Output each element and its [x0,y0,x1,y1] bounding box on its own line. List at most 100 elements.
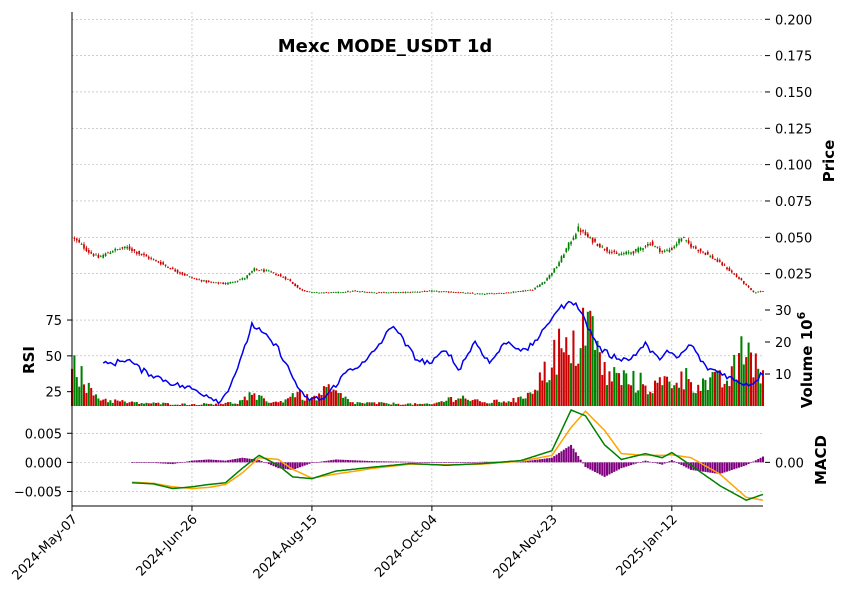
volume-bar [229,402,232,406]
candle-body [558,262,560,267]
macd-histogram-bar [322,461,325,463]
candle-body [78,239,81,243]
candle-body [267,270,270,272]
candle-body [392,292,395,294]
volume-bar [222,404,225,406]
volume-bar [188,404,191,406]
candle-body [627,252,630,254]
macd-histogram-bar [737,462,741,468]
volume-bar [471,400,474,406]
candle-body [126,246,129,249]
volume-bar [459,398,462,406]
volume-bar [622,370,625,406]
volume-bar [337,392,340,406]
candle-body [670,248,673,251]
candle-body [356,291,359,292]
volume-bar [286,398,289,406]
volume-bar [550,367,553,406]
candle-body [402,292,404,293]
macd-histogram-bar [397,461,400,463]
volume-bar [73,355,76,406]
volume-bar [469,401,472,406]
candle-body [368,292,371,293]
volume-bar [761,370,765,406]
volume-bar [457,398,460,406]
volume-bar [313,395,316,406]
volume-bar [438,402,441,406]
candle-body [611,252,613,253]
macd-histogram-bar [382,461,385,463]
candle-body [231,282,234,283]
candle-body [536,285,539,288]
macd-histogram-bar [166,462,169,464]
candle-body [387,292,390,294]
price-tick-label: 0.050 [775,231,812,246]
macd-tick-label: −0.005 [14,485,62,500]
volume-bar [639,372,642,406]
candle-body [251,271,253,273]
macd-histogram-bar [728,462,731,471]
macd-histogram-bar [639,462,642,463]
volume-exponent: 6 [795,311,808,319]
volume-bar [339,393,342,406]
macd-histogram-bar [284,462,287,470]
volume-bar [85,392,88,406]
macd-histogram-bar [598,462,601,475]
volume-bar [512,398,515,406]
candle-body [486,293,488,295]
macd-histogram-bar [152,462,155,463]
candle-body [375,292,378,294]
volume-bar [224,402,227,406]
candle-body [359,291,361,293]
volume-bar [322,386,325,406]
candle-body [164,264,167,266]
volume-bar [373,402,376,406]
volume-bar [570,363,573,406]
candle-body [171,267,174,269]
volume-bar [452,401,455,406]
candle-body [608,251,611,253]
macd-histogram-bar [452,462,455,463]
candle-body [507,292,510,294]
price-tick-label: 0.175 [775,50,812,65]
macd-histogram-bar [558,452,561,463]
volume-bar [195,405,198,406]
candle-body [673,246,676,248]
volume-bar [90,387,93,406]
candle-body [491,293,493,295]
candle-body [414,291,416,293]
macd-histogram-bar [654,462,657,463]
candle-body [306,291,308,292]
volume-bar [618,373,621,406]
macd-histogram-bar [298,462,301,468]
volume-axis-label: Volume 106 [795,311,816,408]
volume-bar [526,392,529,406]
candle-body [474,293,476,295]
macd-histogram-bar [332,459,335,463]
macd-histogram-bar [342,459,345,463]
macd-histogram-bar [394,461,397,463]
x-tick-label: 2025-Jan-12 [614,512,681,579]
volume-bar [524,398,527,406]
volume-bar [644,385,647,406]
volume-bar [178,404,181,406]
candle-body [546,278,548,281]
macd-histogram-bar [471,462,474,463]
candle-body [80,244,83,245]
candle-body [745,283,748,285]
macd-histogram-bar [157,462,160,464]
candle-body [174,269,177,272]
volume-bar [128,402,131,406]
candle-body [483,294,486,295]
volume-bar [555,374,558,406]
volume-bar [214,403,217,406]
volume-bar [279,401,282,406]
macd-histogram-bar [716,462,719,474]
candle-body [462,292,464,294]
volume-bar [382,402,385,406]
macd-histogram-bar [231,459,234,463]
candle-body [754,292,757,294]
volume-bar [327,384,330,406]
candle-body [594,238,596,242]
candle-body [243,278,246,280]
